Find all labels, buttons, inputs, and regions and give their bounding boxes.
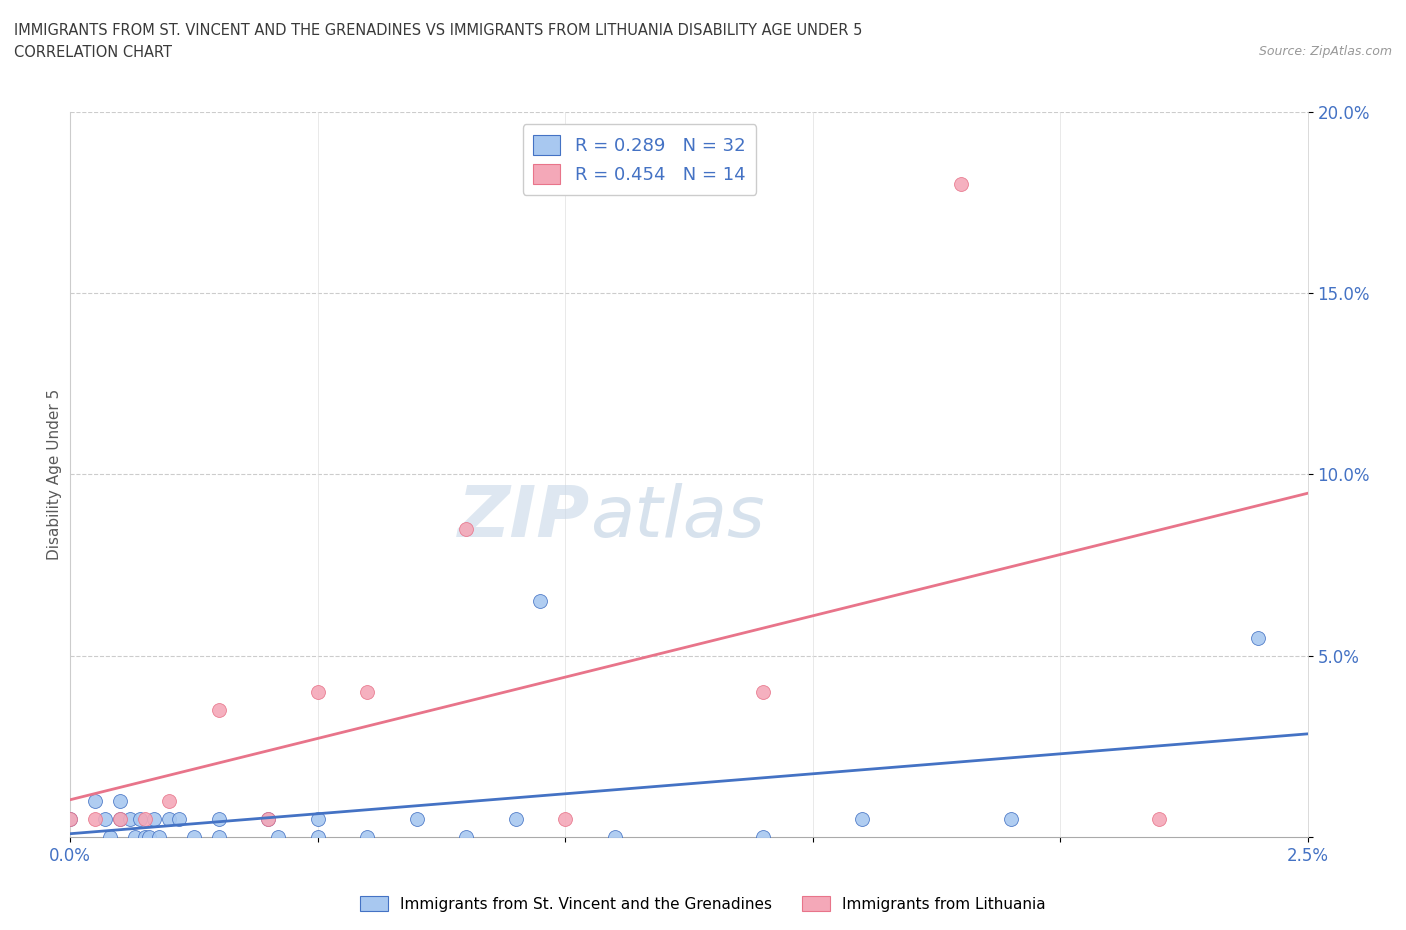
Point [108, 793, 131, 808]
Point [143, 811, 166, 827]
Point [851, 811, 873, 827]
Point [1000, 811, 1022, 827]
Point [307, 830, 329, 844]
Point [405, 811, 427, 827]
Point [505, 811, 527, 827]
Y-axis label: Disability Age Under 5: Disability Age Under 5 [46, 389, 62, 560]
Text: CORRELATION CHART: CORRELATION CHART [14, 45, 172, 60]
Point [208, 830, 231, 844]
Point [257, 811, 280, 827]
Point [456, 830, 478, 844]
Point [118, 811, 141, 827]
Point [529, 594, 551, 609]
Point [134, 811, 156, 827]
Point [167, 811, 190, 827]
Point [950, 177, 973, 192]
Point [208, 703, 231, 718]
Point [267, 830, 290, 844]
Point [1147, 811, 1170, 827]
Point [94, 811, 117, 827]
Point [84, 793, 107, 808]
Legend: R = 0.289   N = 32, R = 0.454   N = 14: R = 0.289 N = 32, R = 0.454 N = 14 [523, 125, 756, 194]
Point [752, 830, 775, 844]
Point [554, 811, 576, 827]
Text: atlas: atlas [591, 484, 765, 552]
Point [157, 811, 180, 827]
Legend: Immigrants from St. Vincent and the Grenadines, Immigrants from Lithuania: Immigrants from St. Vincent and the Gren… [354, 889, 1052, 918]
Point [84, 811, 107, 827]
Point [307, 811, 329, 827]
Point [128, 811, 150, 827]
Point [98, 830, 121, 844]
Point [208, 811, 231, 827]
Text: IMMIGRANTS FROM ST. VINCENT AND THE GRENADINES VS IMMIGRANTS FROM LITHUANIA DISA: IMMIGRANTS FROM ST. VINCENT AND THE GREN… [14, 23, 862, 38]
Point [356, 830, 378, 844]
Point [356, 684, 378, 699]
Point [124, 830, 146, 844]
Text: ZIP: ZIP [458, 484, 591, 552]
Point [157, 793, 180, 808]
Point [59, 811, 82, 827]
Point [456, 521, 478, 536]
Point [752, 684, 775, 699]
Point [148, 830, 170, 844]
Point [138, 830, 160, 844]
Point [59, 811, 82, 827]
Point [257, 811, 280, 827]
Point [1247, 631, 1270, 645]
Text: Source: ZipAtlas.com: Source: ZipAtlas.com [1258, 45, 1392, 58]
Point [307, 684, 329, 699]
Point [108, 811, 131, 827]
Point [134, 830, 156, 844]
Point [603, 830, 626, 844]
Point [183, 830, 205, 844]
Point [108, 811, 131, 827]
